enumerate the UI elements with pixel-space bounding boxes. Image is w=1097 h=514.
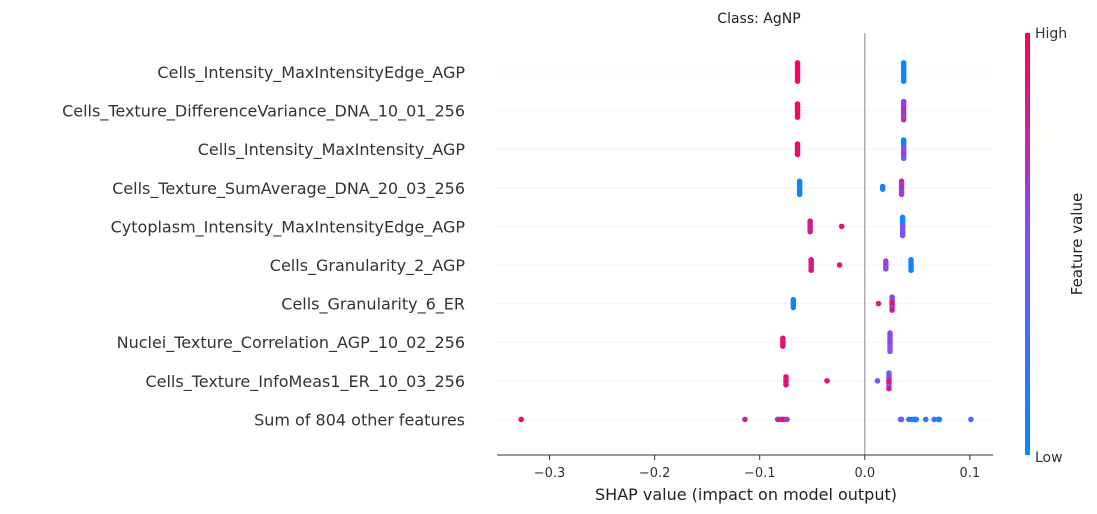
shap-point: [900, 116, 907, 123]
shap-point: [794, 78, 801, 84]
shap-point: [518, 416, 524, 423]
colorbar-low-label: Low: [1035, 450, 1063, 466]
feature-label: Cells_Intensity_MaxIntensity_AGP: [198, 140, 466, 160]
x-tick-label: −0.1: [744, 466, 776, 481]
x-tick-label: 0.0: [854, 466, 875, 481]
colorbar-high-label: High: [1035, 26, 1067, 42]
feature-label: Cells_Granularity_6_ER: [281, 295, 465, 315]
shap-point: [794, 114, 801, 120]
shap-point: [968, 416, 974, 423]
feature-gridlines: [497, 71, 993, 420]
shap-point: [784, 416, 790, 423]
shap-point: [875, 300, 882, 307]
shap-point: [883, 266, 889, 272]
shap-point: [742, 416, 748, 423]
shap-point: [922, 416, 929, 423]
shap-point: [780, 343, 786, 349]
shap-point: [808, 267, 815, 274]
shap-point: [796, 191, 803, 198]
shap-point: [886, 385, 892, 392]
shap-point: [838, 223, 845, 230]
feature-label: Sum of 804 other features: [254, 410, 465, 429]
shap-point: [790, 304, 797, 311]
x-tick-label: 0.1: [960, 466, 981, 481]
shap-point: [931, 416, 937, 423]
shap-point: [898, 416, 905, 423]
x-tick-label: −0.3: [534, 466, 566, 481]
feature-label: Cells_Granularity_2_AGP: [270, 256, 466, 276]
shap-point: [783, 381, 789, 388]
shap-point: [898, 191, 905, 198]
shap-point: [936, 416, 943, 423]
x-axis-label: SHAP value (impact on model output): [595, 485, 897, 504]
colorbar: [1025, 33, 1030, 455]
shap-points: [518, 60, 974, 423]
x-axis-ticks: −0.3 −0.2 −0.1 0.0 0.1: [534, 455, 980, 481]
x-tick-label: −0.2: [639, 466, 671, 481]
shap-point: [879, 186, 886, 192]
feature-label: Cells_Texture_DifferenceVariance_DNA_10_…: [62, 102, 465, 122]
shap-point: [807, 228, 813, 235]
feature-label: Nuclei_Texture_Correlation_AGP_10_02_256: [117, 333, 465, 353]
shap-point: [874, 378, 881, 384]
shap-point: [887, 348, 893, 355]
feature-label: Cells_Intensity_MaxIntensityEdge_AGP: [157, 63, 465, 83]
shap-point: [908, 267, 914, 274]
feature-label: Cytoplasm_Intensity_MaxIntensityEdge_AGP: [111, 217, 466, 237]
feature-label: Cells_Texture_SumAverage_DNA_20_03_256: [112, 179, 465, 199]
chart-title: Class: AgNP: [717, 11, 800, 27]
shap-point: [836, 262, 843, 268]
shap-point: [900, 78, 907, 84]
shap-point: [899, 232, 906, 239]
shap-point: [900, 155, 907, 162]
colorbar-title: Feature value: [1068, 193, 1086, 295]
feature-labels: Cells_Intensity_MaxIntensityEdge_AGP Cell…: [62, 63, 465, 429]
shap-point: [913, 416, 920, 423]
shap-point: [889, 307, 895, 313]
feature-label: Cells_Texture_InfoMeas1_ER_10_03_256: [145, 372, 465, 392]
shap-point: [824, 378, 830, 384]
shap-point: [794, 151, 801, 158]
